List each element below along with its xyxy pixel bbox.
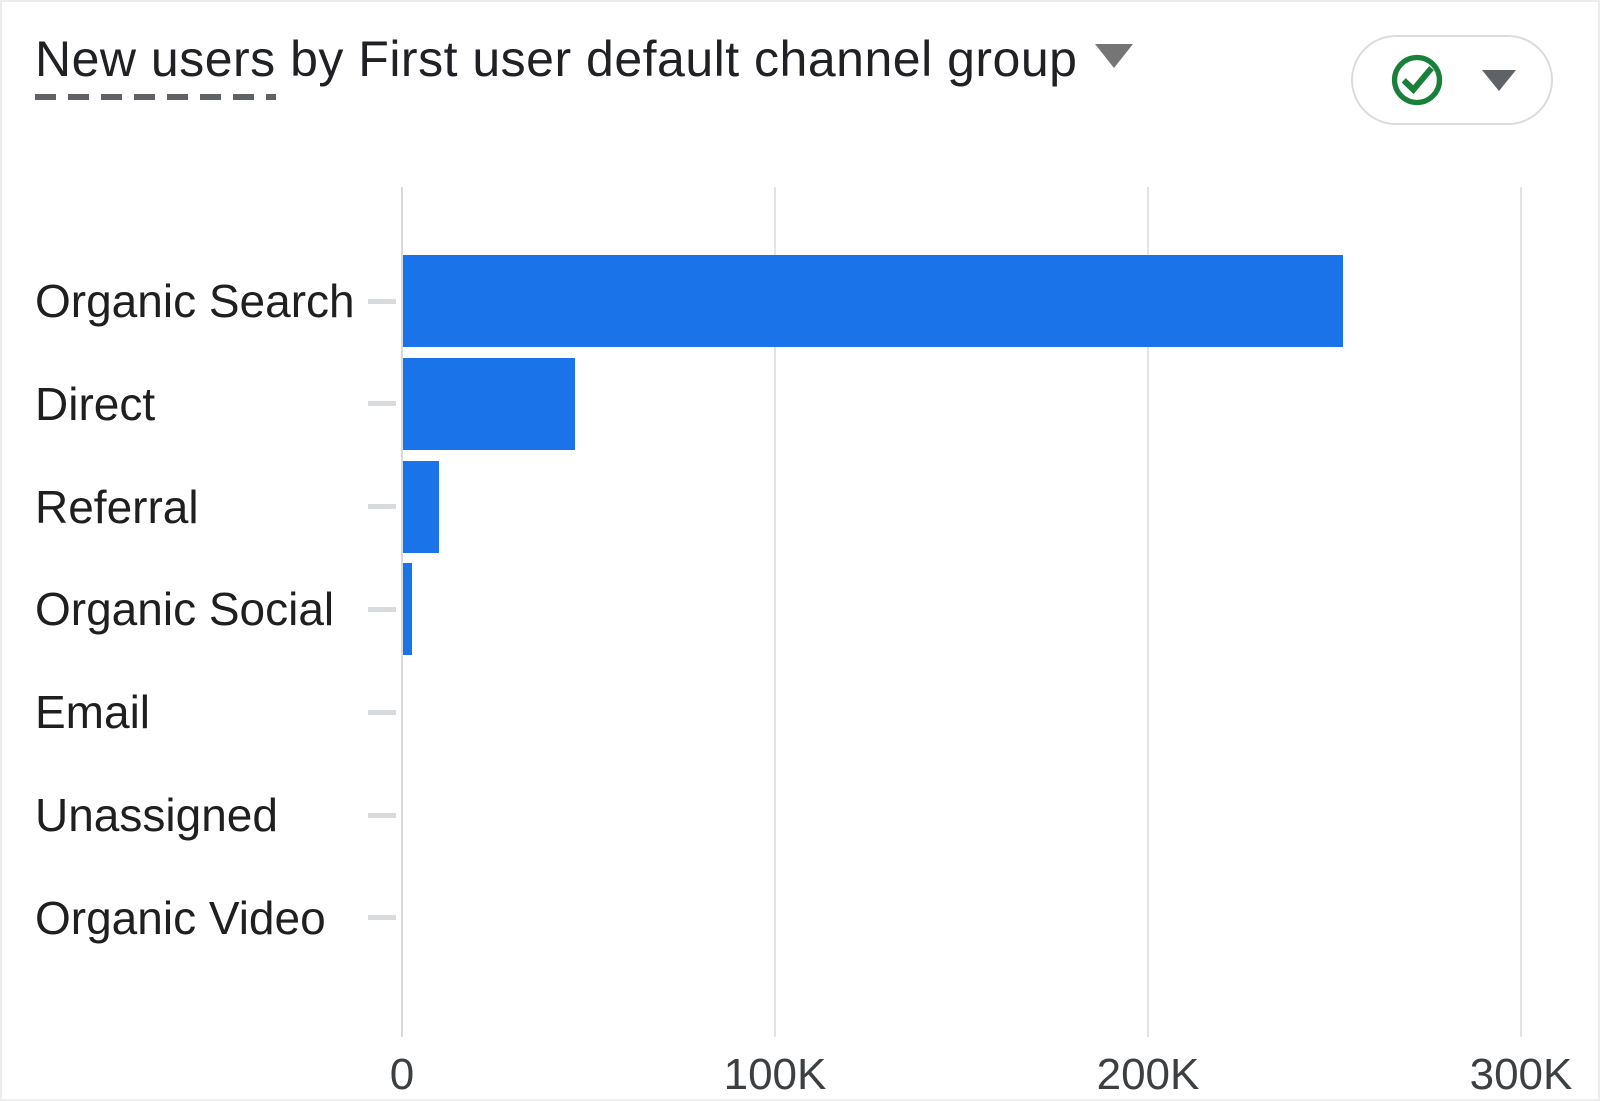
chevron-down-icon[interactable] xyxy=(1095,44,1134,68)
gridline-0 xyxy=(401,187,403,1037)
category-label-direct: Direct xyxy=(35,377,156,430)
gridline-200k xyxy=(1147,187,1149,1037)
category-label-organic-social: Organic Social xyxy=(35,583,335,636)
category-label-referral: Referral xyxy=(35,480,199,533)
y-axis-tick xyxy=(368,298,396,304)
x-axis-tick-label: 300K xyxy=(1469,1050,1573,1099)
category-label-unassigned: Unassigned xyxy=(35,789,278,842)
x-axis-tick-label: 0 xyxy=(389,1050,415,1099)
check-circle-icon xyxy=(1391,54,1443,106)
title-dimension: by First user default channel group xyxy=(275,31,1078,87)
category-label-organic-search: Organic Search xyxy=(35,275,355,327)
y-axis-tick xyxy=(368,401,396,407)
y-axis-tick xyxy=(368,709,396,715)
y-axis-tick xyxy=(368,812,396,818)
x-axis-tick-label: 200K xyxy=(1096,1050,1200,1099)
y-axis-tick xyxy=(368,504,396,510)
bar-direct[interactable] xyxy=(403,357,575,450)
bar-organic-search[interactable] xyxy=(403,255,1343,347)
category-label-organic-video: Organic Video xyxy=(35,891,326,944)
x-axis-tick-label: 100K xyxy=(723,1050,827,1099)
chart-title[interactable]: New users by First user default channel … xyxy=(35,30,1134,100)
title-metric[interactable]: New users xyxy=(35,30,276,100)
y-axis-tick xyxy=(368,606,396,612)
y-axis-tick xyxy=(368,915,396,921)
chevron-down-icon xyxy=(1482,69,1516,91)
bar-organic-social[interactable] xyxy=(403,563,412,656)
gridline-300k xyxy=(1520,187,1522,1037)
data-quality-button[interactable] xyxy=(1351,35,1553,125)
gridline-100k xyxy=(774,187,776,1037)
category-label-email: Email xyxy=(35,686,151,739)
bar-referral[interactable] xyxy=(403,460,439,553)
